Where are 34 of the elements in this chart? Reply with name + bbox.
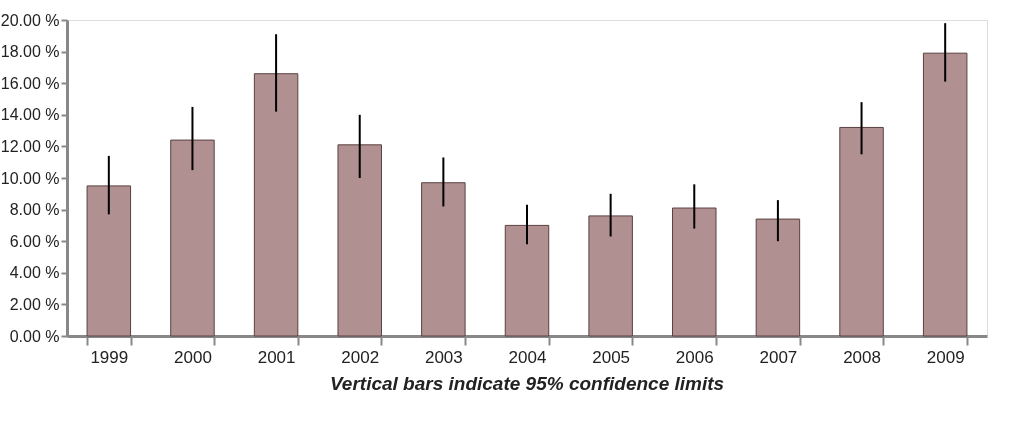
bar (337, 144, 382, 337)
bar (504, 224, 550, 337)
bar (922, 52, 968, 337)
y-tick-label: 4.00 % (9, 264, 60, 282)
bar (755, 218, 801, 337)
x-tick-label: 2001 (257, 347, 296, 367)
y-tick-label: 18.00 % (0, 43, 60, 61)
x-tick-label: 2007 (759, 347, 798, 367)
bar (421, 182, 466, 337)
x-tick-label: 1999 (90, 347, 129, 367)
y-tick-label: 14.00 % (0, 106, 60, 124)
y-tick-label: 20.00 % (0, 11, 60, 29)
x-tick-label: 2005 (592, 347, 631, 367)
y-tick-label: 12.00 % (0, 137, 60, 155)
bar (86, 185, 132, 337)
x-tick-label: 2009 (926, 347, 965, 367)
y-tick-label: 10.00 % (0, 169, 60, 187)
y-tick-label: 8.00 % (9, 201, 60, 219)
x-tick-label: 2003 (424, 347, 463, 367)
x-tick-label: 2002 (341, 347, 380, 367)
y-tick-label: 16.00 % (0, 74, 60, 92)
bar (170, 139, 215, 337)
x-tick-label: 2004 (508, 347, 547, 367)
y-tick-label: 2.00 % (9, 295, 60, 313)
y-tick-label: 0.00 % (9, 327, 60, 345)
text: Vertical bars indicate 95% confidence limits (329, 373, 725, 394)
bar (588, 215, 633, 337)
y-tick-label: 6.00 % (9, 232, 60, 250)
x-tick-label: 2000 (174, 347, 212, 367)
bar (672, 207, 717, 337)
bar (253, 73, 299, 337)
x-tick-label: 2008 (843, 347, 881, 367)
bar (839, 126, 884, 337)
x-tick-label: 2006 (675, 347, 714, 367)
